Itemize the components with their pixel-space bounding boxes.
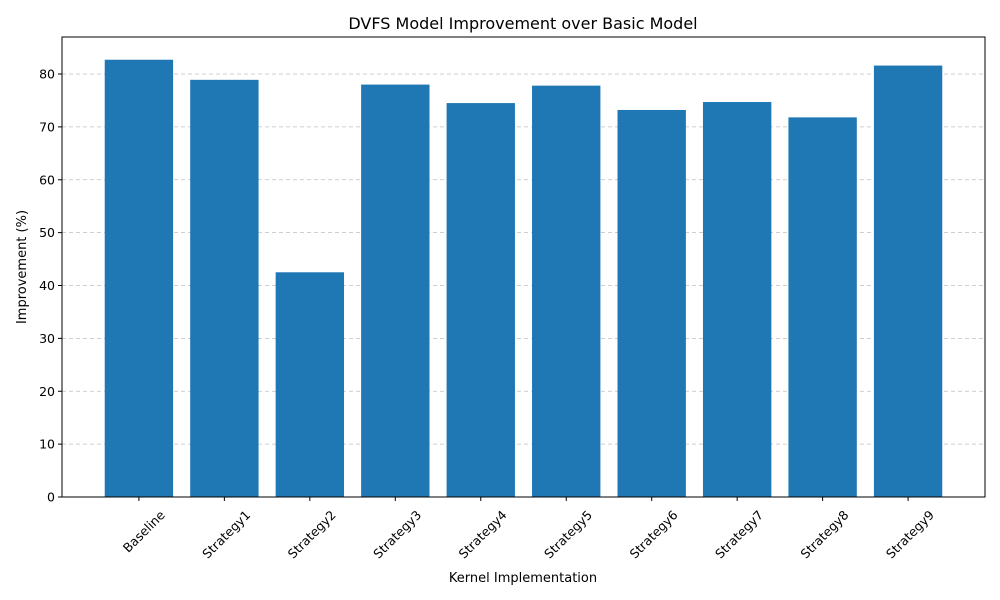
x-axis: Baseline Strategy1 Strategy2 Strategy3 Strat… xyxy=(120,497,937,561)
x-tick-label: Strategy5 xyxy=(541,507,595,561)
x-tick-label: Strategy6 xyxy=(626,507,680,561)
bar-strategy2 xyxy=(275,272,345,497)
bars xyxy=(104,59,943,498)
y-tick-label: 50 xyxy=(39,225,55,240)
y-tick-label: 60 xyxy=(39,172,55,187)
x-tick-label: Strategy4 xyxy=(456,507,510,561)
x-tick-label: Strategy3 xyxy=(370,507,424,561)
plot-frame xyxy=(61,36,986,498)
y-tick-label: 0 xyxy=(47,490,55,505)
bar-strategy9 xyxy=(873,65,943,497)
chart-title: DVFS Model Improvement over Basic Model xyxy=(348,14,697,33)
x-tick-label: Strategy1 xyxy=(199,507,253,561)
bar-strategy1 xyxy=(190,79,259,498)
x-tick-label: Strategy2 xyxy=(285,507,339,561)
bar-strategy8 xyxy=(788,117,857,498)
x-axis-label: Kernel Implementation xyxy=(449,571,597,586)
x-tick-label: Strategy8 xyxy=(797,507,851,561)
bar-strategy6 xyxy=(617,109,686,497)
y-tick-label: 10 xyxy=(39,437,55,452)
bar-strategy7 xyxy=(702,102,772,497)
bar-strategy4 xyxy=(446,103,515,498)
x-tick-label: Baseline xyxy=(120,507,168,555)
y-tick-label: 30 xyxy=(39,331,55,346)
y-tick-label: 40 xyxy=(39,278,55,293)
x-tick-label: Strategy9 xyxy=(883,507,937,561)
y-tick-label: 20 xyxy=(39,384,55,399)
bar-baseline xyxy=(104,59,174,498)
y-axis-label: Improvement (%) xyxy=(15,210,30,324)
y-axis: 0 10 20 30 40 50 60 70 80 xyxy=(39,67,62,505)
bar-strategy3 xyxy=(361,84,430,497)
x-tick-label: Strategy7 xyxy=(712,507,766,561)
bar-strategy5 xyxy=(532,85,601,497)
y-tick-label: 70 xyxy=(39,119,55,134)
y-tick-label: 80 xyxy=(39,67,55,82)
